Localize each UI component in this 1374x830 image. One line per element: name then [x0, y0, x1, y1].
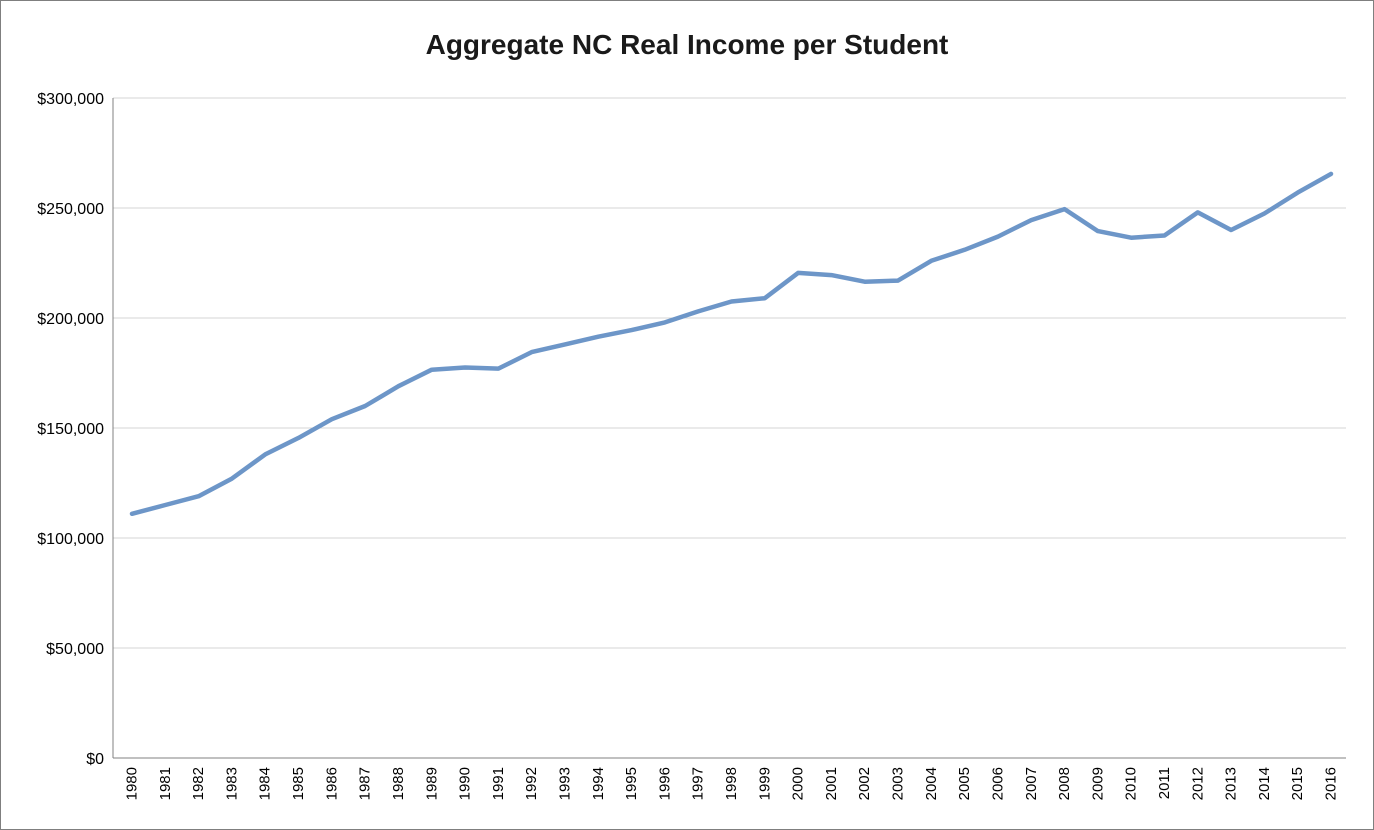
x-axis-tick-label: 2010 [1123, 767, 1140, 800]
x-axis-tick-label: 1980 [124, 767, 141, 800]
x-axis-tick-label: 1992 [523, 767, 540, 800]
x-axis-tick-label: 2012 [1189, 767, 1206, 800]
y-axis-tick-label: $150,000 [37, 421, 104, 438]
x-axis-tick-label: 2006 [989, 767, 1006, 800]
chart-title: Aggregate NC Real Income per Student [425, 29, 949, 60]
x-axis-tick-label: 1991 [490, 767, 507, 800]
x-axis-tick-label: 2011 [1156, 767, 1173, 799]
x-axis-tick-label: 2015 [1289, 767, 1306, 800]
x-axis-tick-label: 1998 [723, 767, 740, 800]
x-axis-tick-label: 2013 [1223, 767, 1240, 800]
y-axis-tick-label: $200,000 [37, 311, 104, 328]
x-axis-tick-label: 2005 [956, 767, 973, 800]
x-axis-tick-label: 1985 [290, 767, 307, 800]
series-line [129, 171, 1334, 517]
y-axis-tick-label: $300,000 [37, 91, 104, 108]
x-axis-tick-label: 1981 [157, 767, 174, 800]
y-axis-tick-label: $250,000 [37, 201, 104, 218]
x-axis-tick-label: 2002 [856, 767, 873, 800]
x-axis-tick-label: 2001 [823, 767, 840, 800]
x-axis-tick-label: 2009 [1089, 767, 1106, 800]
x-axis-tick-label: 1999 [756, 767, 773, 800]
x-axis-tick-label: 2008 [1056, 767, 1073, 800]
y-axis-tick-label: $100,000 [37, 531, 104, 548]
x-axis-tick-label: 1988 [390, 767, 407, 800]
x-axis-tick-label: 2000 [790, 767, 807, 800]
y-axis-tick-label: $0 [86, 751, 104, 768]
x-axis-tick-label: 1995 [623, 767, 640, 800]
x-axis-tick-label: 1983 [223, 767, 240, 800]
x-axis-tick-label: 2007 [1023, 767, 1040, 800]
y-axis-tick-label: $50,000 [46, 641, 104, 658]
x-axis-tick-label: 2004 [923, 767, 940, 800]
x-axis-tick-label: 2014 [1256, 767, 1273, 800]
x-axis-tick-label: 1997 [690, 767, 707, 800]
x-axis-tick-label: 1984 [257, 767, 274, 800]
x-axis-tick-label: 1996 [656, 767, 673, 800]
x-axis-tick-label: 1982 [190, 767, 207, 800]
x-axis-tick-label: 2016 [1323, 767, 1340, 800]
x-axis-tick-label: 2003 [890, 767, 907, 800]
x-axis-tick-label: 1990 [457, 767, 474, 800]
x-axis-tick-label: 1986 [323, 767, 340, 800]
x-axis-tick-label: 1993 [556, 767, 573, 800]
x-axis-tick-label: 1994 [590, 767, 607, 800]
x-axis-tick-label: 1987 [357, 767, 374, 800]
x-axis-tick-label: 1989 [423, 767, 440, 800]
